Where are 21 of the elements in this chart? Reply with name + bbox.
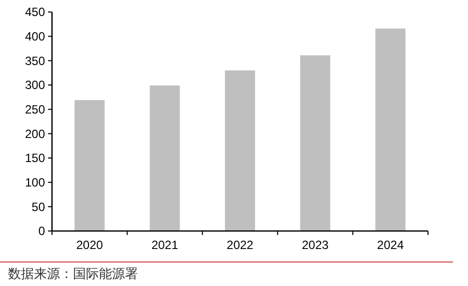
y-tick-label: 0 [38, 224, 46, 238]
bar [150, 85, 180, 231]
y-tick-label: 50 [32, 200, 46, 214]
x-tick-label: 2023 [302, 238, 329, 252]
source-note: 数据来源：国际能源署 [8, 266, 138, 281]
y-tick-label: 400 [24, 30, 46, 44]
y-tick-label: 300 [24, 78, 46, 92]
x-tick-label: 2022 [226, 238, 254, 252]
x-tick-label: 2020 [76, 238, 104, 252]
y-tick-label: 250 [24, 102, 46, 117]
bar [74, 100, 105, 231]
y-tick-label: 150 [24, 151, 46, 166]
bar [300, 55, 330, 231]
y-tick-label: 100 [24, 176, 46, 190]
x-tick-label: 2021 [151, 238, 178, 252]
y-tick-label: 350 [24, 54, 46, 68]
bar [224, 70, 256, 231]
bar [375, 28, 406, 231]
x-tick-label: 2024 [377, 238, 404, 252]
y-tick-label: 450 [24, 5, 46, 20]
y-tick-label: 200 [24, 126, 46, 141]
